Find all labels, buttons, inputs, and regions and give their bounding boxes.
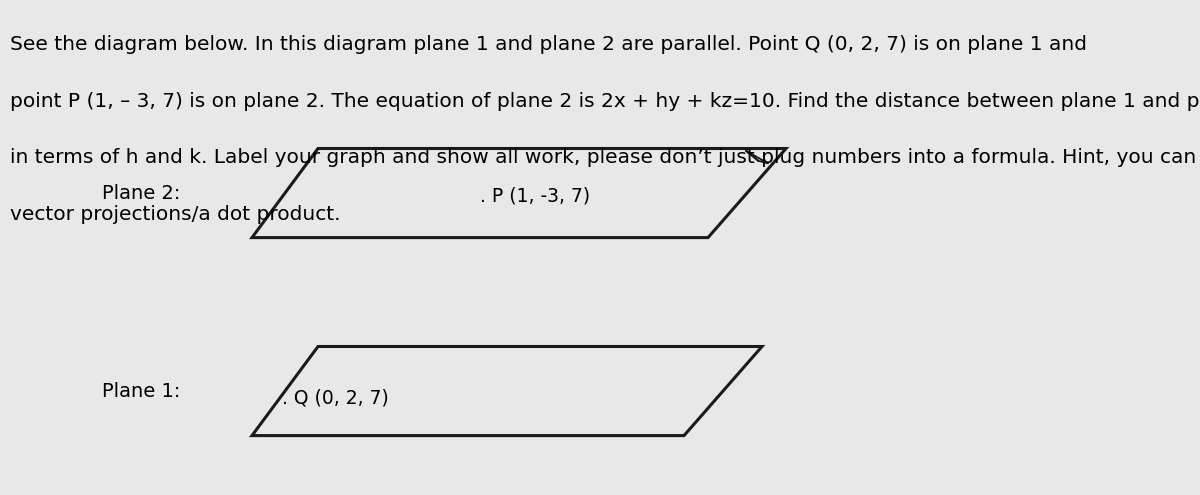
Text: point P (1, – 3, 7) is on plane 2. The equation of plane 2 is 2x + hy + kz=10. F: point P (1, – 3, 7) is on plane 2. The e… xyxy=(10,92,1200,110)
Text: Plane 1:: Plane 1: xyxy=(102,382,180,400)
Text: Plane 2:: Plane 2: xyxy=(102,184,180,202)
Text: See the diagram below. In this diagram plane 1 and plane 2 are parallel. Point Q: See the diagram below. In this diagram p… xyxy=(10,35,1087,53)
Text: . P (1, -3, 7): . P (1, -3, 7) xyxy=(480,186,590,205)
Text: in terms of h and k. Label your graph and show all work, please don’t just plug : in terms of h and k. Label your graph an… xyxy=(10,148,1200,167)
Text: . Q (0, 2, 7): . Q (0, 2, 7) xyxy=(282,389,389,408)
Text: vector projections/a dot product.: vector projections/a dot product. xyxy=(10,205,340,224)
